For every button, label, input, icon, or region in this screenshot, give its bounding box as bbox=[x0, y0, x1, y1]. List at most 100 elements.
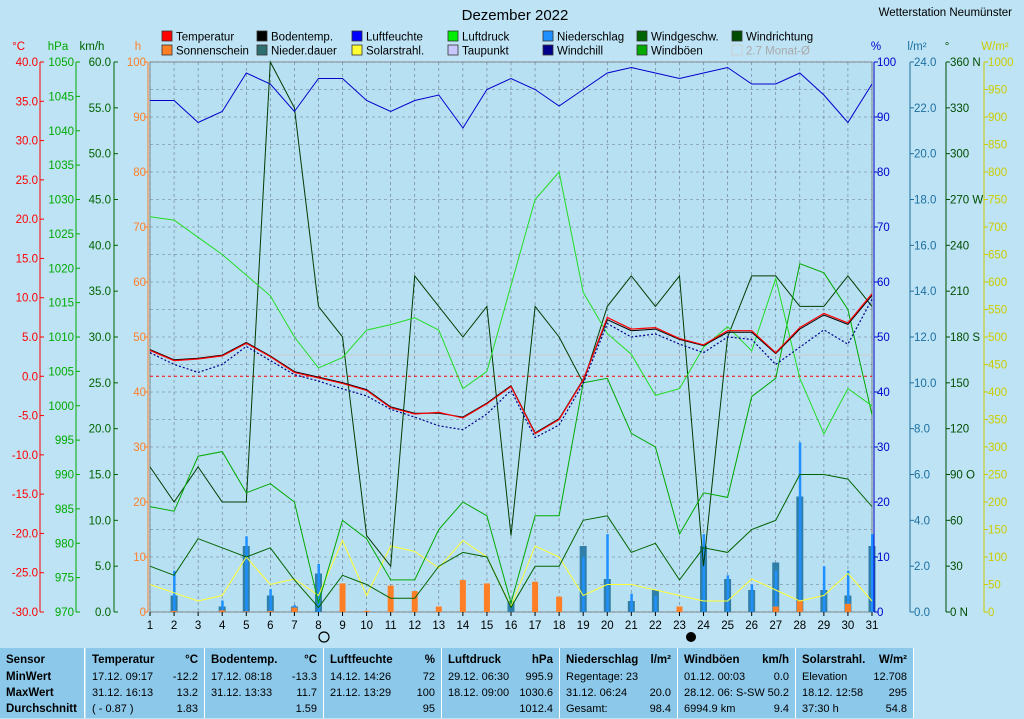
rain-axis-tick-label: 14.0 bbox=[914, 286, 936, 298]
legend-swatch bbox=[731, 44, 743, 56]
stats-header-unit: l/m² bbox=[650, 654, 671, 666]
legend-swatch bbox=[542, 44, 554, 56]
stats-row-value: 54.8 bbox=[885, 703, 907, 715]
legend-swatch bbox=[161, 30, 173, 42]
rain-bar bbox=[846, 570, 850, 612]
wind-axis-tick-label: 5.0 bbox=[95, 561, 111, 573]
stats-row: 28.12. 06: S-SW 50.2 bbox=[684, 687, 789, 703]
station-name: Wetterstation Neumünster bbox=[879, 7, 1013, 19]
stats-panel: Sensor MinWert MaxWert Durchschnitt Temp… bbox=[0, 648, 1024, 718]
rain-axis-tick-label: 10.0 bbox=[914, 378, 936, 390]
x-tick-label: 8 bbox=[315, 620, 321, 632]
sunshine-bar bbox=[796, 601, 803, 612]
x-tick-label: 7 bbox=[291, 620, 297, 632]
solar-axis-tick-label: 950 bbox=[988, 85, 1007, 97]
humidity-axis-tick-label: 60 bbox=[877, 277, 890, 289]
legend-swatch bbox=[447, 30, 459, 42]
direction-axis-tick-label: 180 S bbox=[950, 332, 980, 344]
wind-axis-tick-label: 40.0 bbox=[89, 240, 111, 252]
legend-swatch bbox=[351, 44, 363, 56]
rain-axis-tick-label: 4.0 bbox=[914, 515, 930, 527]
stats-row-value: 95 bbox=[422, 703, 435, 715]
stats-min-label: MinWert bbox=[6, 671, 52, 683]
rain-axis-tick-label: 2.0 bbox=[914, 561, 930, 573]
stats-row-label: 17.12. 09:17 bbox=[92, 671, 154, 683]
sun-axis-tick-label: 90 bbox=[133, 112, 146, 124]
stats-header: Solarstrahl. W/m² bbox=[802, 654, 907, 666]
stats-sensor-header: Sensor bbox=[6, 654, 45, 666]
stats-row-value: 9.4 bbox=[773, 703, 789, 715]
humidity-axis-tick-label: 10 bbox=[877, 552, 890, 564]
ground-temp-line bbox=[149, 295, 873, 434]
sunshine-bar bbox=[676, 606, 683, 612]
sun-axis-tick-label: 0 bbox=[140, 607, 146, 619]
stats-header: Windböen km/h bbox=[684, 654, 789, 666]
wind-axis-tick-label: 55.0 bbox=[89, 103, 111, 115]
solar-axis-tick-label: 50 bbox=[988, 580, 1001, 592]
stats-box-boden: Bodentemp. °C 17.12. 08:18 -13.3 31.12. 13:3… bbox=[205, 648, 324, 718]
sunshine-bar bbox=[532, 581, 539, 612]
rain-bar bbox=[173, 570, 176, 612]
stats-header: Bodentemp. °C bbox=[211, 654, 317, 666]
full-moon-icon bbox=[686, 632, 696, 642]
stats-row-value: 1030.6 bbox=[519, 687, 553, 699]
x-tick-label: 29 bbox=[817, 620, 830, 632]
temp-axis-tick-label: -5.0 bbox=[18, 411, 38, 423]
humidity-axis-tick-label: 40 bbox=[877, 387, 890, 399]
legend-swatch bbox=[636, 30, 648, 42]
stats-row: 31.12. 06:24 20.0 bbox=[566, 687, 671, 703]
x-tick-label: 20 bbox=[601, 620, 614, 632]
stats-row-value: 20.0 bbox=[649, 687, 671, 699]
humidity-axis-tick-label: 50 bbox=[877, 332, 890, 344]
sun-axis-tick-label: 50 bbox=[133, 332, 146, 344]
rain-bar bbox=[317, 563, 320, 612]
rain-bar bbox=[702, 534, 706, 612]
direction-axis-tick-label: 120 bbox=[950, 424, 969, 436]
stats-row: Gesamt: 98.4 bbox=[566, 703, 671, 719]
pressure-axis-tick-label: 1005 bbox=[48, 366, 74, 378]
legend-label: Nieder.dauer bbox=[271, 46, 337, 58]
rain-bar bbox=[245, 536, 248, 612]
stats-row-label: 21.12. 13:29 bbox=[330, 687, 392, 699]
pressure-axis-tick-label: 1025 bbox=[48, 229, 74, 241]
rain-axis-tick-label: 24.0 bbox=[914, 57, 936, 69]
sunshine-bar bbox=[363, 610, 370, 612]
x-tick-label: 11 bbox=[385, 620, 397, 632]
pressure-axis-tick-label: 985 bbox=[55, 504, 74, 516]
stats-row: 17.12. 09:17 -12.2 bbox=[92, 671, 198, 687]
pressure-axis-tick-label: 1035 bbox=[48, 160, 74, 172]
solar-axis-tick-label: 700 bbox=[988, 222, 1007, 234]
wind-axis-tick-label: 0.0 bbox=[95, 607, 111, 619]
stats-row-label: Elevation bbox=[802, 671, 848, 683]
x-tick-label: 3 bbox=[195, 620, 201, 632]
temp-axis-tick-label: 5.0 bbox=[22, 332, 38, 344]
legend-label: Windböen bbox=[651, 46, 703, 58]
legend-label: Windgeschw. bbox=[651, 32, 719, 44]
sunshine-bar bbox=[219, 610, 226, 612]
humidity-axis-tick-label: 90 bbox=[877, 112, 890, 124]
pressure-axis-tick-label: 980 bbox=[55, 538, 74, 550]
sunshine-bar bbox=[291, 607, 298, 612]
temp-axis-tick-label: -20.0 bbox=[12, 528, 38, 540]
legend-label: Luftfeuchte bbox=[366, 32, 423, 44]
x-tick-label: 1 bbox=[147, 620, 153, 632]
sunshine-bar bbox=[411, 591, 418, 612]
wind-axis-tick-label: 45.0 bbox=[89, 195, 111, 207]
solar-axis-tick-label: 650 bbox=[988, 250, 1007, 262]
stats-row-label: 14.12. 14:26 bbox=[330, 671, 392, 683]
rain-unit-label: l/m² bbox=[907, 41, 926, 53]
x-tick-label: 30 bbox=[842, 620, 855, 632]
stats-row-value: 50.2 bbox=[767, 687, 789, 699]
x-tick-label: 19 bbox=[577, 620, 590, 632]
stats-row-labels: Sensor MinWert MaxWert Durchschnitt bbox=[0, 648, 85, 718]
solar-axis-tick-label: 200 bbox=[988, 497, 1007, 509]
solar-axis-tick-label: 800 bbox=[988, 167, 1007, 179]
pressure-axis-tick-label: 1030 bbox=[48, 195, 74, 207]
rain-axis-tick-label: 18.0 bbox=[914, 195, 936, 207]
stats-box-regen: Niederschlag l/m² Regentage: 23 31.12. 06:2… bbox=[560, 648, 678, 718]
humidity-axis-tick-label: 0 bbox=[877, 607, 883, 619]
direction-axis-tick-label: 360 N bbox=[950, 57, 981, 69]
x-tick-label: 10 bbox=[360, 620, 373, 632]
solar-axis-tick-label: 550 bbox=[988, 305, 1007, 317]
rain-axis-tick-label: 6.0 bbox=[914, 470, 930, 482]
